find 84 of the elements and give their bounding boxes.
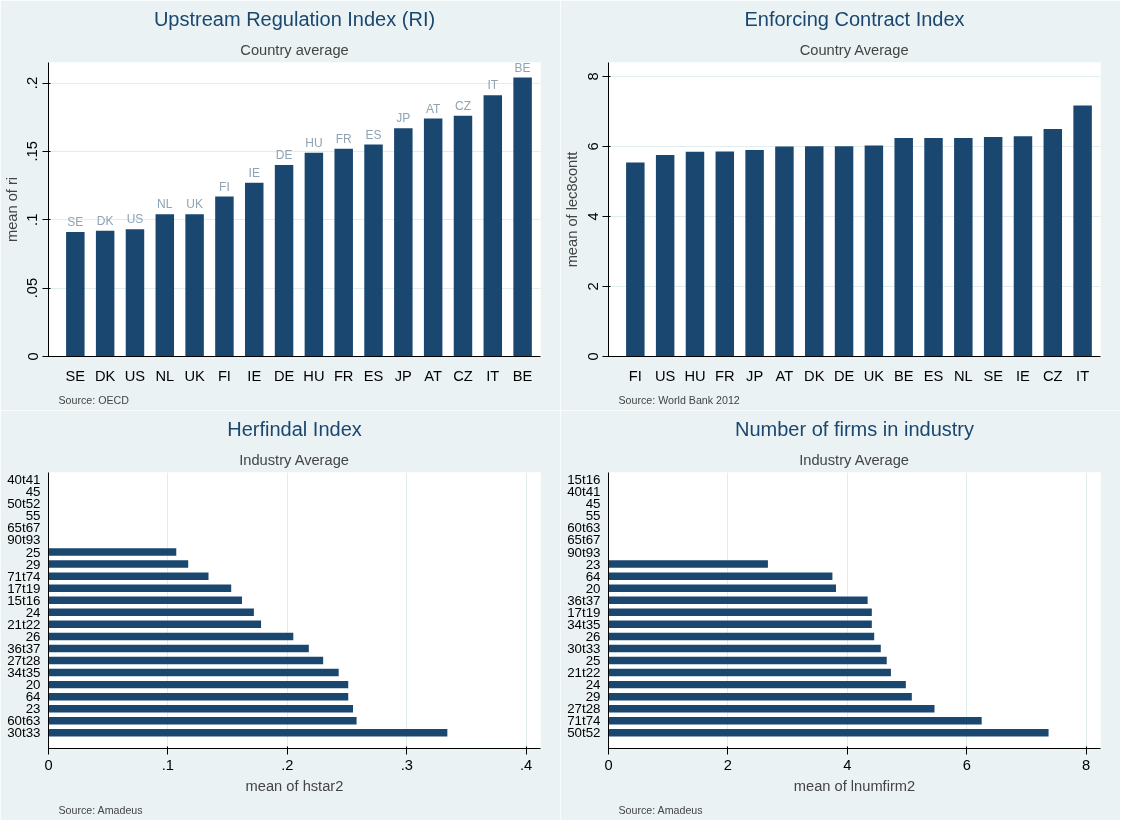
x-tick-label: DE bbox=[833, 367, 855, 384]
x-tick-label: ES bbox=[363, 367, 384, 384]
annotation: CZ bbox=[454, 98, 471, 113]
x-tick-label: FR bbox=[715, 367, 735, 384]
annotation: DE bbox=[275, 148, 293, 163]
x-axis-title: mean of lnumfirm2 bbox=[793, 777, 916, 794]
x-tick-label: ES bbox=[923, 367, 944, 384]
x-tick-label: HU bbox=[684, 367, 706, 384]
x-tick-label: US bbox=[654, 367, 676, 384]
chart-title: Enforcing Contract Index bbox=[744, 7, 965, 30]
x-axis-title: mean of hstar2 bbox=[245, 777, 344, 794]
annotation: HU bbox=[305, 135, 323, 150]
y-tick-label: 8 bbox=[584, 72, 601, 81]
annotation: NL bbox=[157, 197, 173, 212]
chart-title: Number of firms in industry bbox=[735, 417, 974, 440]
annotation: FR bbox=[335, 131, 353, 146]
source-note: Source: Amadeus bbox=[618, 803, 703, 816]
chart-title: Upstream Regulation Index (RI) bbox=[153, 7, 436, 30]
x-tick-label: UK bbox=[184, 367, 206, 384]
x-tick-label: CZ bbox=[453, 367, 473, 384]
x-tick-label: DE bbox=[273, 367, 295, 384]
y-tick-label: 0 bbox=[24, 352, 41, 361]
x-tick-label: NL bbox=[155, 367, 175, 384]
y-tick-label: .05 bbox=[24, 277, 41, 299]
y-tick-label: .15 bbox=[24, 141, 41, 162]
x-tick-label: JP bbox=[394, 367, 412, 384]
x-tick-label: IT bbox=[1076, 367, 1090, 384]
annotation: SE bbox=[67, 215, 84, 230]
annotation: FI bbox=[219, 179, 230, 194]
annotation: AT bbox=[425, 101, 442, 116]
x-tick-label: .2 bbox=[281, 756, 294, 773]
x-tick-label: FI bbox=[217, 367, 231, 384]
y-axis-title: mean of lec8contt bbox=[563, 151, 580, 268]
x-tick-label: 6 bbox=[962, 756, 971, 773]
x-tick-label: DK bbox=[94, 367, 116, 384]
x-tick-label: JP bbox=[746, 367, 764, 384]
x-tick-label: FI bbox=[628, 367, 642, 384]
x-tick-label: DK bbox=[804, 367, 825, 384]
chart-title: Herfindal Index bbox=[227, 417, 362, 440]
annotation: BE bbox=[514, 60, 531, 75]
y-axis-title: mean of ri bbox=[3, 176, 20, 243]
x-tick-label: AT bbox=[424, 367, 443, 384]
y-tick-label: 4 bbox=[584, 212, 601, 221]
y-tick-label: .1 bbox=[24, 213, 41, 226]
x-tick-label: SE bbox=[65, 367, 86, 384]
annotation: IT bbox=[487, 78, 499, 93]
x-tick-label: BE bbox=[512, 367, 533, 384]
source-note: Source: OECD bbox=[58, 393, 130, 406]
annotation: UK bbox=[186, 197, 203, 212]
x-tick-label: NL bbox=[953, 367, 973, 384]
x-tick-label: US bbox=[124, 367, 146, 384]
x-tick-label: AT bbox=[775, 367, 794, 384]
y-tick-label: 0 bbox=[584, 352, 601, 361]
x-tick-label: SE bbox=[983, 367, 1004, 384]
annotation: ES bbox=[365, 127, 382, 142]
x-tick-label: 8 bbox=[1082, 756, 1091, 773]
chart-subtitle: Industry Average bbox=[799, 451, 909, 468]
chart-subtitle: Industry Average bbox=[239, 451, 349, 468]
y-tick-label: 6 bbox=[584, 142, 601, 151]
source-note: Source: Amadeus bbox=[58, 803, 143, 816]
x-tick-label: IE bbox=[247, 367, 262, 384]
x-tick-label: .4 bbox=[520, 756, 533, 773]
annotation: JP bbox=[396, 111, 411, 126]
x-tick-label: 2 bbox=[723, 756, 732, 773]
y-tick-label: .2 bbox=[24, 76, 41, 90]
x-tick-label: 0 bbox=[604, 756, 613, 773]
annotation: DK bbox=[96, 213, 114, 228]
x-tick-label: FR bbox=[333, 367, 354, 384]
x-tick-label: 4 bbox=[843, 756, 852, 773]
annotation: IE bbox=[248, 165, 260, 180]
x-tick-label: UK bbox=[863, 367, 885, 384]
x-tick-label: IT bbox=[486, 367, 500, 384]
annotation: US bbox=[126, 212, 144, 227]
x-tick-label: IE bbox=[1016, 367, 1031, 384]
y-tick-label: 2 bbox=[584, 282, 601, 291]
chart-subtitle: Country average bbox=[240, 41, 349, 58]
x-tick-label: BE bbox=[893, 367, 914, 384]
x-tick-label: HU bbox=[303, 367, 325, 384]
source-note: Source: World Bank 2012 bbox=[618, 393, 740, 406]
x-tick-label: .3 bbox=[400, 756, 413, 773]
x-tick-label: 0 bbox=[44, 756, 53, 773]
chart-subtitle: Country Average bbox=[799, 41, 909, 58]
x-tick-label: CZ bbox=[1043, 367, 1063, 384]
x-tick-label: .1 bbox=[161, 756, 175, 773]
